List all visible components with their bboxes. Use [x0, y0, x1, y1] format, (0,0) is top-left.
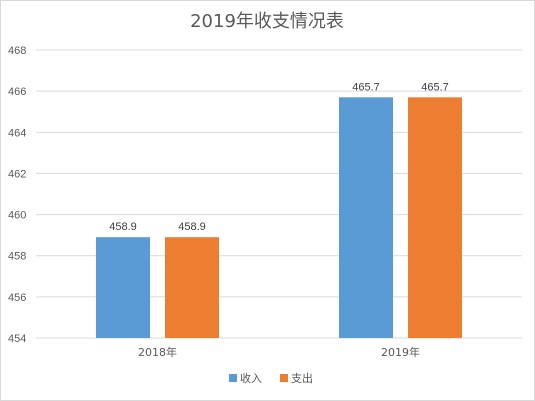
x-axis-categories: 2018年 2019年 [138, 345, 420, 359]
data-label: 458.9 [178, 221, 206, 233]
bar-支出 [408, 97, 462, 338]
chart-title: 2019年收支情况表 [190, 11, 344, 32]
y-tick-label: 460 [8, 210, 26, 222]
y-axis-ticks: 454 456 458 460 462 464 466 468 [8, 45, 26, 345]
bars [96, 97, 462, 338]
y-tick-label: 468 [8, 45, 26, 57]
legend: 收入 支出 [229, 371, 313, 385]
legend-label: 支出 [291, 371, 313, 385]
data-label: 465.7 [421, 81, 449, 93]
y-tick-label: 466 [8, 86, 26, 98]
y-tick-label: 456 [8, 292, 26, 304]
legend-swatch [280, 374, 288, 382]
bar-收入 [339, 97, 393, 338]
bar-支出 [165, 237, 219, 338]
y-tick-label: 462 [8, 168, 26, 180]
legend-swatch [229, 374, 237, 382]
data-label: 465.7 [352, 81, 380, 93]
bar-收入 [96, 237, 150, 338]
data-label: 458.9 [109, 221, 137, 233]
y-tick-label: 458 [8, 251, 26, 263]
y-tick-label: 454 [8, 333, 26, 345]
legend-label: 收入 [240, 371, 262, 385]
x-category-label: 2018年 [138, 345, 177, 359]
data-labels: 458.9 458.9 465.7 465.7 [109, 81, 449, 233]
x-category-label: 2019年 [381, 345, 420, 359]
y-tick-label: 464 [8, 127, 26, 139]
